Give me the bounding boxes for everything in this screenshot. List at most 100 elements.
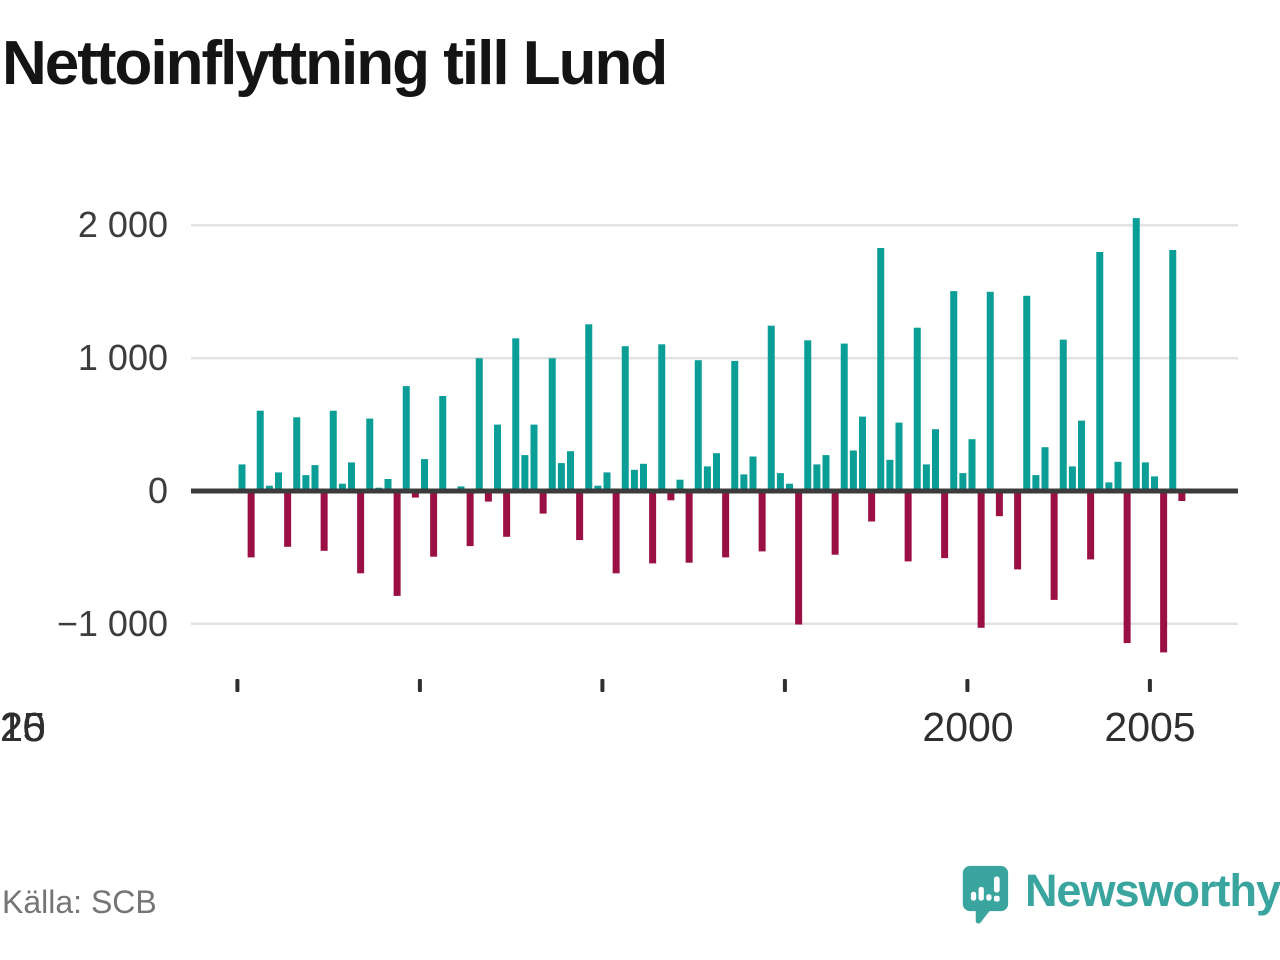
x-axis-tick-mark: [235, 679, 240, 692]
bar-2005-q3: [439, 396, 447, 491]
zero-axis-line: [191, 488, 1238, 494]
bar-2012-q1: [676, 479, 684, 491]
bar-2003-q2: [357, 491, 365, 574]
bar-2019-q4: [959, 473, 967, 491]
bar-2022-q2: [1050, 491, 1058, 600]
bar-2018-q2: [904, 491, 912, 562]
bar-2023-q1: [1078, 420, 1085, 491]
bar-2013-q2: [722, 491, 730, 558]
bar-2015-q2: [795, 491, 803, 625]
bar-2016-q3: [840, 343, 848, 491]
bar-2002-q4: [338, 483, 346, 491]
bar-2000-q2: [247, 491, 255, 558]
bar-2022-q1: [1041, 447, 1049, 491]
bar-2012-q4: [703, 466, 711, 491]
bar-2004-q1: [384, 479, 392, 491]
bar-2007-q4: [521, 455, 529, 491]
bar-2000-q3: [256, 410, 264, 491]
bar-2020-q4: [995, 491, 1003, 517]
bar-2020-q3: [986, 291, 994, 491]
bar-2011-q4: [667, 491, 675, 501]
bar-2018-q3: [913, 327, 921, 491]
bar-2021-q4: [1032, 475, 1040, 491]
bar-2025-q4: [1178, 491, 1186, 501]
bar-2005-q1: [421, 459, 428, 491]
bar-2015-q3: [804, 340, 812, 491]
bar-2009-q2: [576, 491, 584, 541]
x-axis-tick-label: 2005: [1104, 704, 1196, 750]
x-axis-tick-mark: [782, 679, 787, 692]
x-axis-tick-mark: [417, 679, 422, 692]
y-axis-tick-label: 1 000: [77, 337, 168, 378]
bar-2008-q1: [530, 424, 538, 491]
bar-2005-q2: [430, 491, 438, 557]
bar-2006-q2: [466, 491, 474, 547]
bar-2020-q1: [968, 439, 976, 491]
bar-2006-q3: [475, 358, 483, 491]
bar-2025-q2: [1160, 491, 1168, 653]
bar-2000-q4: [265, 485, 273, 491]
bar-2010-q2: [612, 491, 620, 574]
bar-2018-q4: [922, 464, 930, 491]
x-axis-tick-label: 2020: [0, 704, 46, 750]
x-axis-tick-mark: [965, 679, 970, 692]
x-axis-tick-mark: [600, 679, 605, 692]
bar-2001-q2: [284, 491, 292, 547]
bar-2024-q1: [1114, 461, 1122, 491]
bar-2021-q2: [1014, 491, 1022, 570]
bar-2002-q2: [320, 491, 328, 551]
bar-2019-q3: [950, 291, 958, 491]
bar-2011-q2: [649, 491, 657, 564]
bar-2010-q3: [621, 346, 629, 491]
bar-2014-q1: [749, 456, 757, 491]
bar-2004-q2: [393, 491, 401, 596]
x-axis-tick-mark: [1147, 679, 1152, 692]
bar-2008-q3: [548, 358, 556, 491]
bar-2009-q3: [585, 324, 593, 491]
bar-2010-q4: [630, 469, 638, 491]
bar-2012-q3: [694, 360, 702, 491]
bar-2011-q3: [658, 344, 666, 491]
gridline: [191, 622, 1238, 625]
bar-2017-q1: [859, 416, 866, 491]
bar-2023-q2: [1087, 491, 1095, 560]
bar-2013-q4: [740, 474, 748, 491]
bar-2002-q3: [329, 410, 337, 491]
bar-2019-q1: [932, 429, 939, 491]
bar-2023-q4: [1105, 482, 1113, 491]
bar-2013-q1: [713, 453, 720, 491]
bar-2000-q1: [238, 464, 246, 491]
bar-2001-q1: [275, 472, 282, 491]
bar-2004-q4: [411, 491, 419, 498]
bar-2014-q3: [767, 325, 775, 491]
bar-2024-q2: [1123, 491, 1131, 644]
bar-2022-q4: [1068, 466, 1076, 491]
bar-2017-q2: [868, 491, 876, 522]
bar-2016-q1: [822, 455, 830, 491]
bar-2006-q4: [484, 491, 492, 502]
newsworthy-bubble-chart-icon: [962, 865, 1009, 924]
bar-2017-q3: [877, 248, 885, 491]
gridline: [191, 224, 1238, 227]
bar-2015-q1: [786, 483, 793, 491]
x-axis-tick-label: 2010: [0, 704, 46, 750]
bar-2008-q2: [539, 491, 547, 514]
bar-2007-q2: [503, 491, 511, 537]
y-axis-tick-label: −1 000: [56, 603, 168, 644]
bar-2025-q1: [1151, 476, 1158, 491]
bar-2014-q2: [758, 491, 766, 552]
gridline: [191, 356, 1238, 360]
newsworthy-logo: Newsworthy: [962, 858, 1280, 938]
bar-2018-q1: [895, 422, 903, 491]
bar-2009-q4: [594, 485, 602, 491]
y-axis-tick-label: 0: [147, 470, 168, 511]
bar-2021-q3: [1023, 295, 1031, 491]
bar-2013-q3: [731, 360, 739, 491]
bar-2001-q3: [293, 417, 301, 491]
bar-2012-q2: [685, 491, 693, 563]
bar-2019-q2: [941, 491, 949, 559]
newsworthy-wordmark: Newsworthy: [1024, 865, 1280, 916]
bar-2010-q1: [603, 472, 611, 491]
y-axis-tick-label: 2 000: [77, 204, 168, 245]
